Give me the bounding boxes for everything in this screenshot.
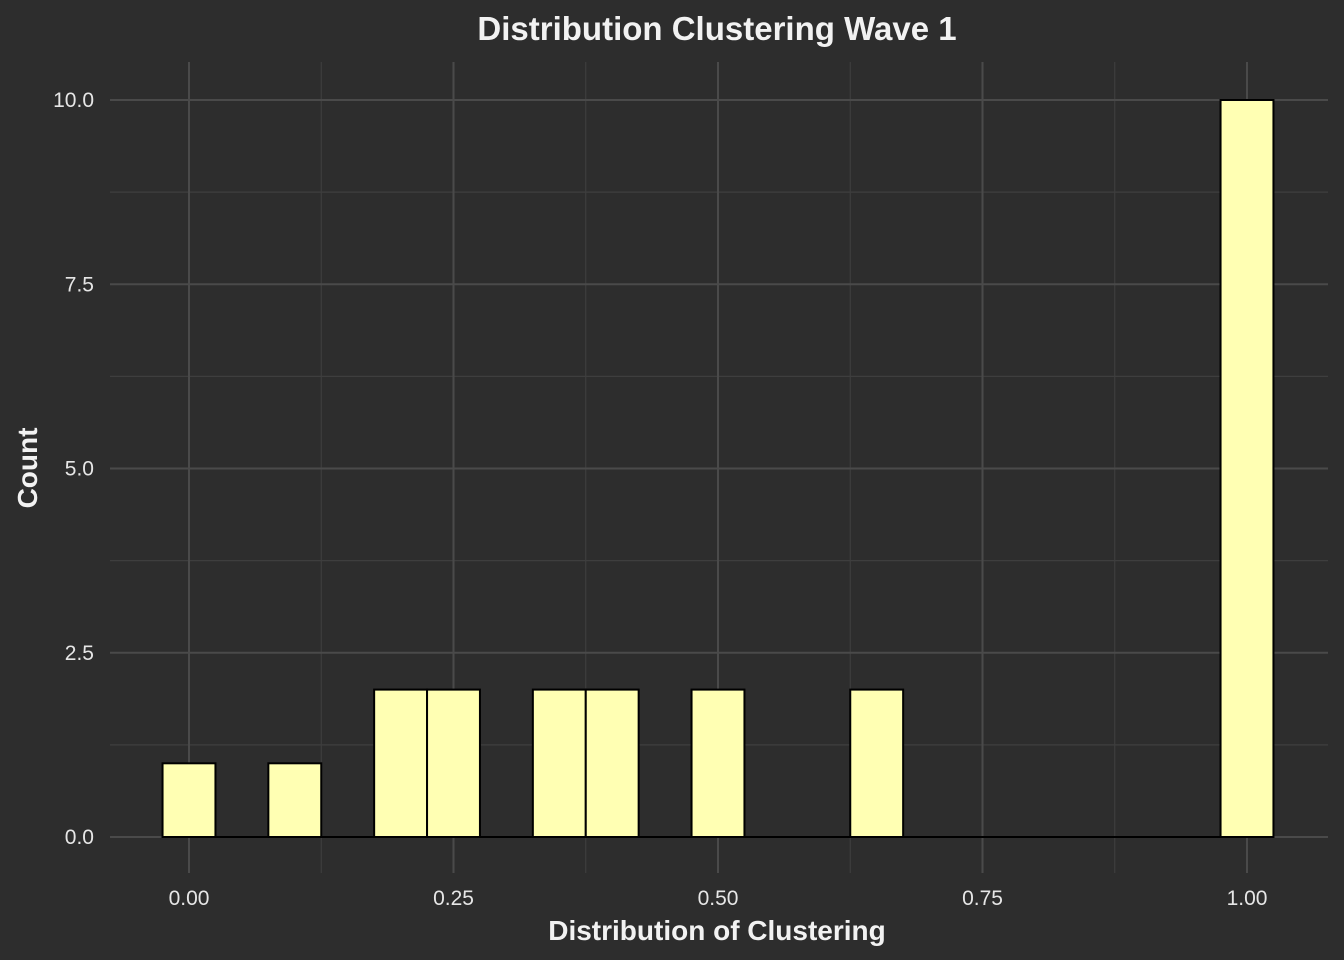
histogram-bar-8 xyxy=(1219,99,1275,838)
histogram-bar-4 xyxy=(531,688,587,838)
y-tick-label: 7.5 xyxy=(65,273,94,296)
histogram-bar-2 xyxy=(373,688,429,838)
histogram-bar-5 xyxy=(584,688,640,838)
histogram-bar-6 xyxy=(690,688,746,838)
x-axis-title: Distribution of Clustering xyxy=(548,915,886,946)
y-tick-label: 10.0 xyxy=(53,89,94,112)
y-tick-label: 0.0 xyxy=(65,826,94,849)
y-tick-label: 2.5 xyxy=(65,642,94,665)
bars xyxy=(161,99,1275,838)
chart-title: Distribution Clustering Wave 1 xyxy=(477,10,956,47)
x-tick-label: 0.00 xyxy=(169,887,210,910)
x-tick-label: 1.00 xyxy=(1227,887,1268,910)
tick-labels: 0.00 0.25 0.50 0.75 1.00 0.0 2.5 5.0 7.5 10.0 xyxy=(53,89,1267,910)
x-tick-label: 0.50 xyxy=(698,887,739,910)
histogram-bar-3 xyxy=(426,688,481,838)
x-tick-label: 0.25 xyxy=(433,887,474,910)
histogram-bar-0 xyxy=(161,762,217,838)
y-tick-label: 5.0 xyxy=(65,458,94,481)
histogram-bar-7 xyxy=(849,688,905,838)
y-axis-title: Count xyxy=(12,428,43,509)
histogram-bar-1 xyxy=(267,762,323,838)
x-tick-label: 0.75 xyxy=(962,887,1003,910)
